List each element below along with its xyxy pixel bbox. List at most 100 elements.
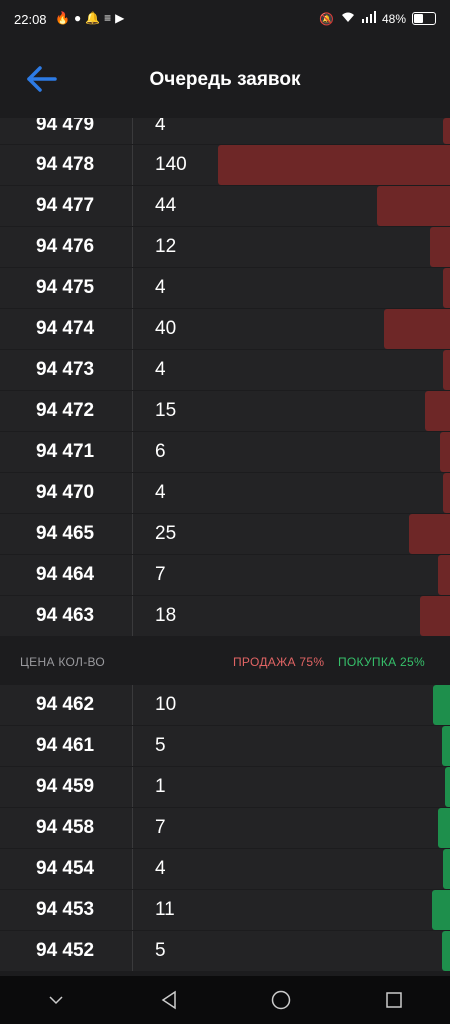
ask-volume-bar [438, 555, 450, 595]
signal-icon [361, 11, 376, 26]
price-cell: 94 478 [0, 145, 133, 185]
bid-volume-bar [445, 767, 450, 807]
price-cell: 94 454 [0, 849, 133, 889]
book-divider: ЦЕНА КОЛ-ВО ПРОДАЖА 75% ПОКУПКА 25% [0, 637, 450, 685]
bid-volume-bar [443, 849, 450, 889]
quantity-cell: 4 [155, 118, 166, 135]
ask-row[interactable]: 94 472 15 [0, 391, 450, 431]
ask-row[interactable]: 94 473 4 [0, 350, 450, 390]
bid-row[interactable]: 94 459 1 [0, 767, 450, 807]
ask-row[interactable]: 94 470 4 [0, 473, 450, 513]
ask-row[interactable]: 94 465 25 [0, 514, 450, 554]
bid-row[interactable]: 94 461 5 [0, 726, 450, 766]
battery-icon [412, 12, 436, 25]
price-cell: 94 479 [0, 118, 133, 144]
quantity-cell: 11 [155, 899, 175, 920]
clock: 22:08 [14, 12, 47, 27]
ask-row[interactable]: 94 471 6 [0, 432, 450, 472]
ask-volume-bar [384, 309, 450, 349]
order-book: 94 479 4 94 478 140 94 477 44 94 476 12 94 475 4 9… [0, 118, 450, 972]
ask-row[interactable]: 94 476 12 [0, 227, 450, 267]
mute-icon: 🔕 [319, 11, 334, 26]
bid-row[interactable]: 94 458 7 [0, 808, 450, 848]
quantity-cell: 40 [155, 318, 177, 339]
menu-icon: ≡ [104, 11, 112, 25]
quantity-cell: 1 [155, 776, 166, 797]
price-cell: 94 464 [0, 555, 133, 595]
quantity-cell: 7 [155, 817, 166, 838]
bid-list: 94 462 10 94 461 5 94 459 1 94 458 7 94 454 4 94 4… [0, 685, 450, 971]
ask-volume-bar [440, 432, 450, 472]
ask-list: 94 479 4 94 478 140 94 477 44 94 476 12 94 475 4 9… [0, 118, 450, 636]
ask-volume-bar [443, 268, 450, 308]
arrow-left-icon [27, 66, 57, 92]
wifi-icon [340, 11, 356, 26]
quantity-cell: 10 [155, 694, 177, 715]
buy-percentage: ПОКУПКА 25% [338, 655, 425, 669]
nav-back-button[interactable] [149, 980, 189, 1020]
ask-row[interactable]: 94 463 18 [0, 596, 450, 636]
quantity-cell: 4 [155, 482, 166, 503]
circle-home-icon [272, 990, 291, 1010]
quantity-cell: 6 [155, 441, 166, 462]
quantity-cell: 44 [155, 195, 177, 216]
ask-volume-bar [218, 145, 450, 185]
quantity-cell: 4 [155, 359, 166, 380]
ask-row[interactable]: 94 477 44 [0, 186, 450, 226]
quantity-cell: 4 [155, 858, 166, 879]
bid-row[interactable]: 94 452 5 [0, 931, 450, 971]
price-cell: 94 463 [0, 596, 133, 636]
quantity-cell: 25 [155, 523, 177, 544]
price-cell: 94 475 [0, 268, 133, 308]
bid-volume-bar [442, 726, 450, 766]
bid-volume-bar [432, 890, 450, 930]
quantity-cell: 140 [155, 154, 187, 175]
sell-percentage: ПРОДАЖА 75% [233, 655, 325, 669]
nav-recents-button[interactable] [374, 980, 414, 1020]
nav-hide-button[interactable] [36, 980, 76, 1020]
bid-row[interactable]: 94 453 11 [0, 890, 450, 930]
bell-icon: 🔔 [85, 11, 101, 25]
price-cell: 94 452 [0, 931, 133, 971]
flame-icon: 🔥 [55, 11, 70, 25]
ask-volume-bar [409, 514, 450, 554]
bid-volume-bar [433, 685, 450, 725]
notification-icons: 🔥 ● 🔔 ≡ ▶ [55, 11, 124, 25]
battery-level: 48% [381, 11, 406, 26]
ask-row[interactable]: 94 475 4 [0, 268, 450, 308]
quantity-cell: 5 [155, 940, 166, 961]
square-recents-icon [386, 992, 402, 1008]
ask-row[interactable]: 94 464 7 [0, 555, 450, 595]
price-cell: 94 474 [0, 309, 133, 349]
bid-row[interactable]: 94 454 4 [0, 849, 450, 889]
system-nav-bar [0, 976, 450, 1024]
price-cell: 94 461 [0, 726, 133, 766]
ask-volume-bar [443, 350, 450, 390]
price-cell: 94 453 [0, 890, 133, 930]
ask-row[interactable]: 94 479 4 [0, 118, 450, 144]
price-cell: 94 477 [0, 186, 133, 226]
price-cell: 94 470 [0, 473, 133, 513]
column-headers: ЦЕНА КОЛ-ВО [20, 655, 106, 669]
ask-volume-bar [443, 473, 450, 513]
triangle-back-icon [161, 990, 176, 1010]
nav-home-button[interactable] [261, 980, 301, 1020]
ask-row[interactable]: 94 478 140 [0, 145, 450, 185]
price-cell: 94 472 [0, 391, 133, 431]
system-icons: 🔕 48% [319, 11, 436, 26]
ask-volume-bar [443, 118, 450, 144]
ask-volume-bar [425, 391, 450, 431]
price-cell: 94 473 [0, 350, 133, 390]
ask-row[interactable]: 94 474 40 [0, 309, 450, 349]
status-bar: 22:08 🔥 ● 🔔 ≡ ▶ 🔕 48% [0, 0, 450, 40]
page-title: Очередь заявок [149, 69, 301, 90]
bid-row[interactable]: 94 462 10 [0, 685, 450, 725]
price-cell: 94 465 [0, 514, 133, 554]
bid-volume-bar [442, 931, 450, 971]
quantity-cell: 15 [155, 400, 177, 421]
chevron-down-icon [49, 996, 63, 1005]
price-cell: 94 476 [0, 227, 133, 267]
app-bar: Очередь заявок [0, 40, 450, 118]
back-button[interactable] [26, 64, 62, 94]
ask-volume-bar [430, 227, 450, 267]
